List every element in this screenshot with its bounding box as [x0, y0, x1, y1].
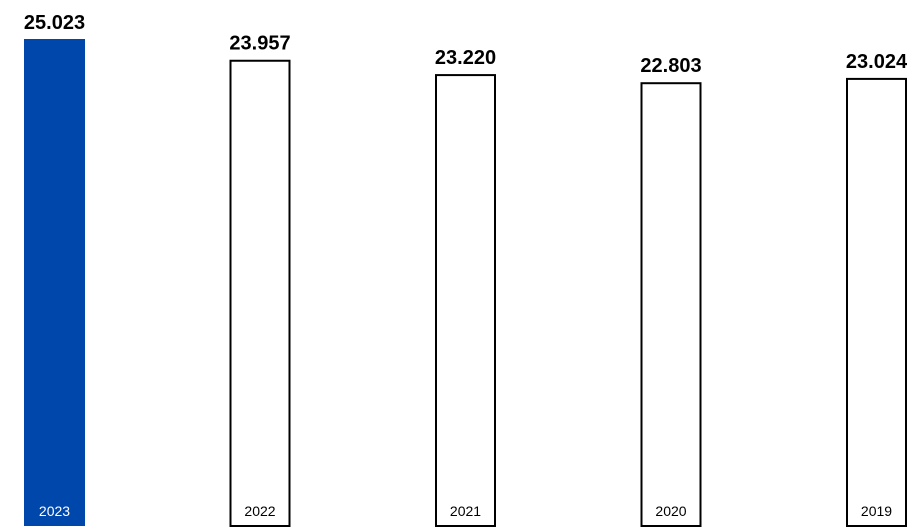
bar-2022 — [229, 59, 291, 528]
bar-2020 — [640, 82, 702, 528]
bar-2023 — [24, 39, 85, 526]
value-label-2022: 23.957 — [229, 33, 290, 55]
value-label-2019: 23.024 — [846, 51, 908, 73]
value-label-2020: 22.803 — [640, 55, 701, 77]
bar-2021 — [435, 74, 496, 528]
bar-2019 — [846, 77, 907, 527]
category-label-2021: 2021 — [450, 503, 481, 519]
value-label-2023: 25.023 — [24, 12, 85, 34]
category-label-2020: 2020 — [655, 503, 686, 519]
category-labels-group: 2023 2022 2021 2020 2019 — [39, 503, 892, 519]
category-label-2022: 2022 — [244, 503, 275, 519]
value-labels-group: 25.023 23.957 23.220 22.803 23.024 — [24, 12, 908, 77]
value-label-2021: 23.220 — [435, 47, 496, 69]
bars-group — [24, 39, 907, 528]
category-label-2023: 2023 — [39, 503, 70, 519]
category-label-2019: 2019 — [861, 503, 892, 519]
